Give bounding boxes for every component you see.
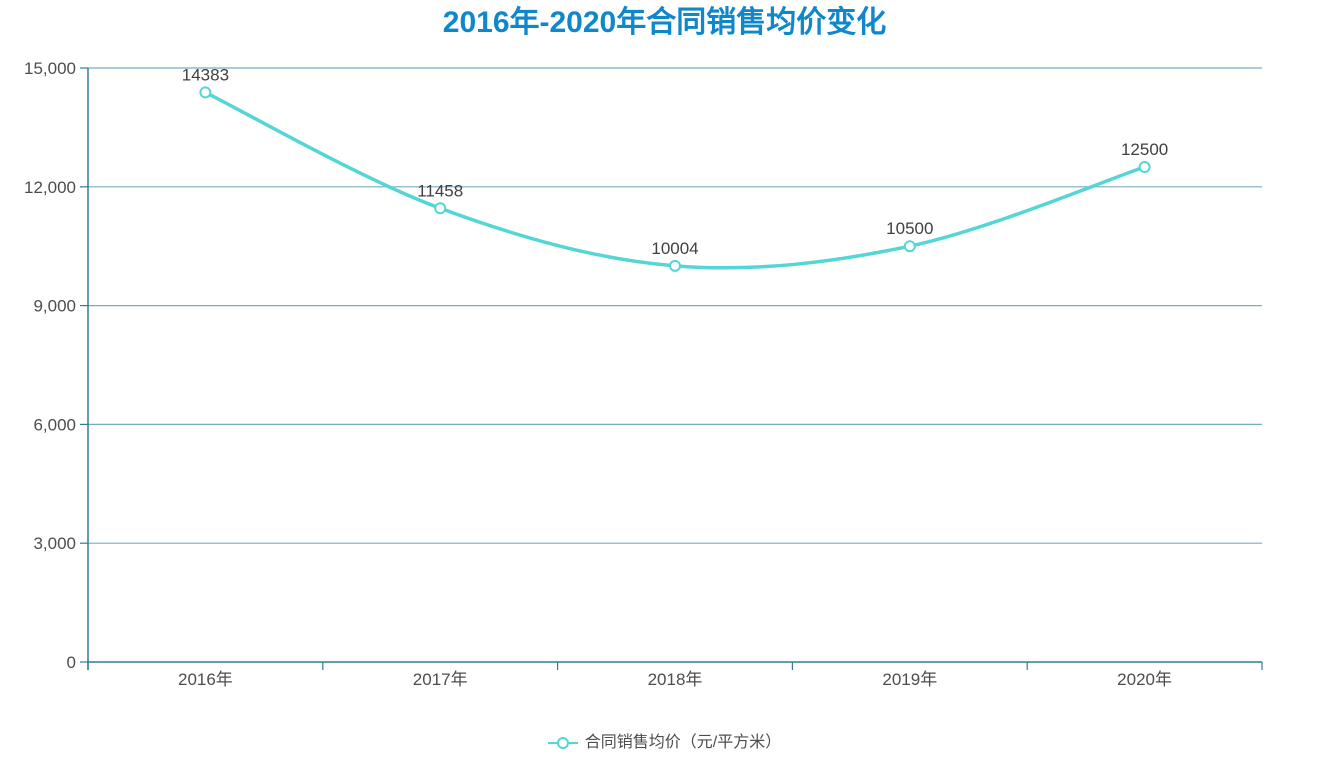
y-axis-tick-label: 12,000 (24, 178, 76, 197)
data-point-marker[interactable] (669, 259, 681, 272)
legend-line-marker-icon (547, 737, 578, 749)
y-axis-tick-label: 6,000 (33, 415, 76, 434)
data-point-label: 12500 (1121, 140, 1168, 159)
data-point-marker[interactable] (434, 202, 447, 215)
data-point-marker[interactable] (1138, 161, 1151, 173)
data-point-marker[interactable] (903, 240, 916, 253)
x-axis-tick-label: 2016年 (178, 670, 233, 689)
x-axis-tick-label: 2018年 (648, 670, 703, 689)
data-point-label: 10004 (651, 239, 698, 258)
x-axis-tick-label: 2017年 (413, 670, 468, 689)
chart-title: 2016年-2020年合同销售均价变化 (442, 6, 887, 39)
legend-item[interactable]: 合同销售均价（元/平方米） (0, 732, 1329, 754)
data-point-label: 10500 (886, 219, 933, 238)
y-axis-tick-label: 15,000 (24, 59, 76, 78)
x-axis-tick-label: 2019年 (882, 670, 937, 689)
line-chart-plot-area: 0 3,000 6,000 9,000 12,000 15,000 2016年 2017年 20… (24, 59, 1263, 689)
y-axis-tick-label: 0 (67, 653, 76, 672)
data-point-marker[interactable] (199, 86, 212, 99)
x-axis-tick-label: 2020年 (1117, 670, 1172, 689)
data-point-label: 14383 (182, 65, 229, 84)
legend-label: 合同销售均价（元/平方米） (584, 734, 782, 751)
y-axis-tick-label: 9,000 (33, 297, 76, 316)
y-axis-tick-label: 3,000 (33, 534, 76, 553)
data-point-label: 11458 (417, 181, 463, 200)
